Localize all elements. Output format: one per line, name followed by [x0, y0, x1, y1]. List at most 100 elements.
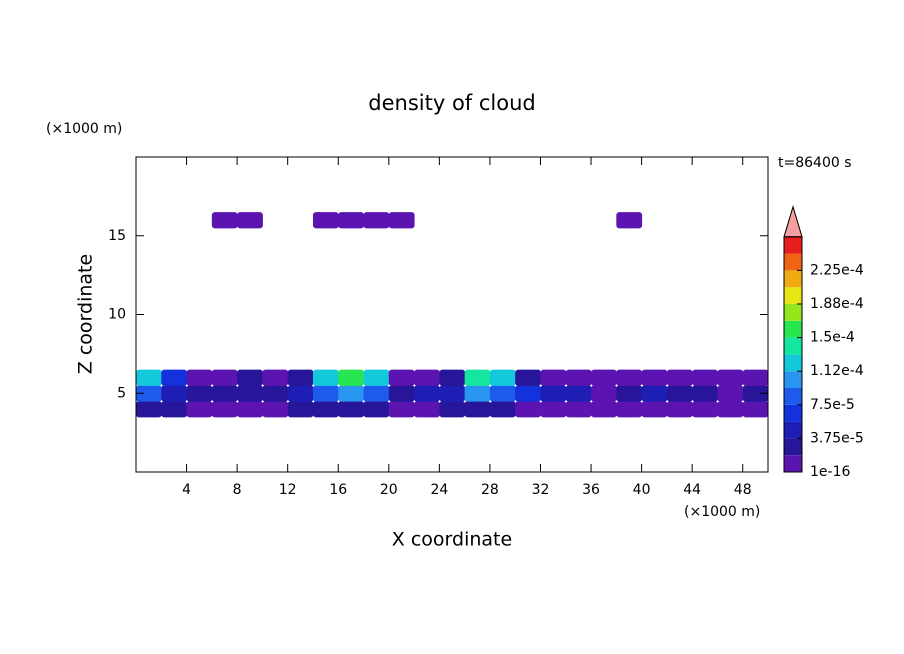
contour-cell [489, 369, 516, 386]
contour-cell [616, 401, 643, 418]
contour-cell [237, 369, 263, 386]
colorbar-extend [783, 205, 803, 238]
contour-cell [338, 212, 365, 229]
contour-cell [262, 385, 289, 402]
contour-cell [388, 369, 415, 386]
contour-cell [540, 401, 567, 418]
chart-title: density of cloud [368, 91, 535, 115]
x-tick-label: 20 [380, 482, 398, 498]
colorbar-tick-label: 1.5e-4 [810, 330, 855, 346]
contour-cell [363, 369, 390, 386]
contour-cell [136, 369, 162, 386]
colorbar-band [784, 320, 802, 338]
contour-cell [464, 385, 491, 402]
contour-cell [742, 385, 769, 402]
contour-cell [717, 385, 744, 402]
colorbar-band [784, 304, 802, 321]
contour-cell [237, 401, 263, 418]
x-tick-label: 48 [734, 482, 752, 498]
contour-cell [717, 369, 744, 386]
contour-cell [565, 369, 592, 386]
contour-cell [388, 385, 415, 402]
x-tick-label: 40 [633, 482, 651, 498]
colorbar-band [784, 455, 802, 472]
plot-frame [135, 156, 769, 473]
contour-cell [515, 385, 541, 402]
contour-cell [262, 401, 289, 418]
contour-cell [439, 385, 466, 402]
contour-cell [237, 212, 263, 229]
contour-cell [388, 401, 415, 418]
contour-cell [666, 401, 693, 418]
contour-cell [742, 401, 769, 418]
contour-cell [666, 385, 693, 402]
x-tick-label: 24 [430, 482, 448, 498]
contour-cell [287, 385, 314, 402]
contour-cell [211, 212, 238, 229]
contour-cell [641, 401, 668, 418]
contour-cell [591, 369, 617, 386]
contour-cell [692, 385, 718, 402]
colorbar-band [784, 404, 802, 422]
contour-cell [414, 401, 440, 418]
contour-cell [489, 385, 516, 402]
y-axis-label: Z coordinate [75, 254, 97, 374]
colorbar-band [784, 337, 802, 355]
contour-cell [186, 401, 213, 418]
colorbar-band [784, 388, 802, 405]
contour-cell [211, 369, 238, 386]
contour-cell [287, 401, 314, 418]
x-tick-label: 36 [582, 482, 600, 498]
contour-cell [591, 401, 617, 418]
colorbar-tick-label: 1.88e-4 [810, 296, 864, 312]
contour-cell [616, 212, 643, 229]
contour-cell [565, 401, 592, 418]
contour-cell [616, 369, 643, 386]
contour-cell [515, 369, 541, 386]
colorbar-tick-label: 7.5e-5 [810, 397, 855, 413]
x-unit: (×1000 m) [684, 504, 760, 520]
contour-cell [262, 369, 289, 386]
contour-cell [692, 369, 718, 386]
colorbar-band [784, 287, 802, 304]
colorbar-band [784, 354, 802, 372]
x-axis-label: X coordinate [392, 529, 512, 551]
y-tick-label: 10 [108, 307, 126, 323]
contour-cell [338, 401, 365, 418]
contour-cell [211, 401, 238, 418]
contour-cell [717, 401, 744, 418]
contour-cell [338, 369, 365, 386]
colorbar-band [784, 253, 802, 271]
x-tick-label: 4 [182, 482, 191, 498]
x-tick-label: 32 [532, 482, 550, 498]
contour-cell [591, 385, 617, 402]
y-unit: (×1000 m) [46, 121, 122, 137]
contour-cell [161, 385, 188, 402]
colorbar-tick-label: 3.75e-5 [810, 430, 864, 446]
contour-cell [641, 385, 668, 402]
contour-cell [414, 369, 440, 386]
contour-cell [464, 401, 491, 418]
contour-cell [312, 369, 339, 386]
colorbar-band [784, 270, 802, 288]
contour-cell [312, 401, 339, 418]
x-tick-label: 8 [233, 482, 242, 498]
contour-cell [540, 369, 567, 386]
x-tick-label: 12 [279, 482, 297, 498]
colorbar-band [784, 421, 802, 439]
contour-cell [515, 401, 541, 418]
contour-cell [161, 401, 188, 418]
contour-cell [363, 385, 390, 402]
colorbar-band [784, 236, 802, 254]
contour-cell [186, 385, 213, 402]
contour-cell [287, 369, 314, 386]
colorbar-tick-label: 2.25e-4 [810, 262, 864, 278]
contour-cell [666, 369, 693, 386]
contour-cell [312, 212, 339, 229]
contour-cell [136, 385, 162, 402]
contour-cell [616, 385, 643, 402]
contour-cell [136, 401, 162, 418]
contour-cell [211, 385, 238, 402]
contour-cell [237, 385, 263, 402]
colorbar-band [784, 438, 802, 456]
